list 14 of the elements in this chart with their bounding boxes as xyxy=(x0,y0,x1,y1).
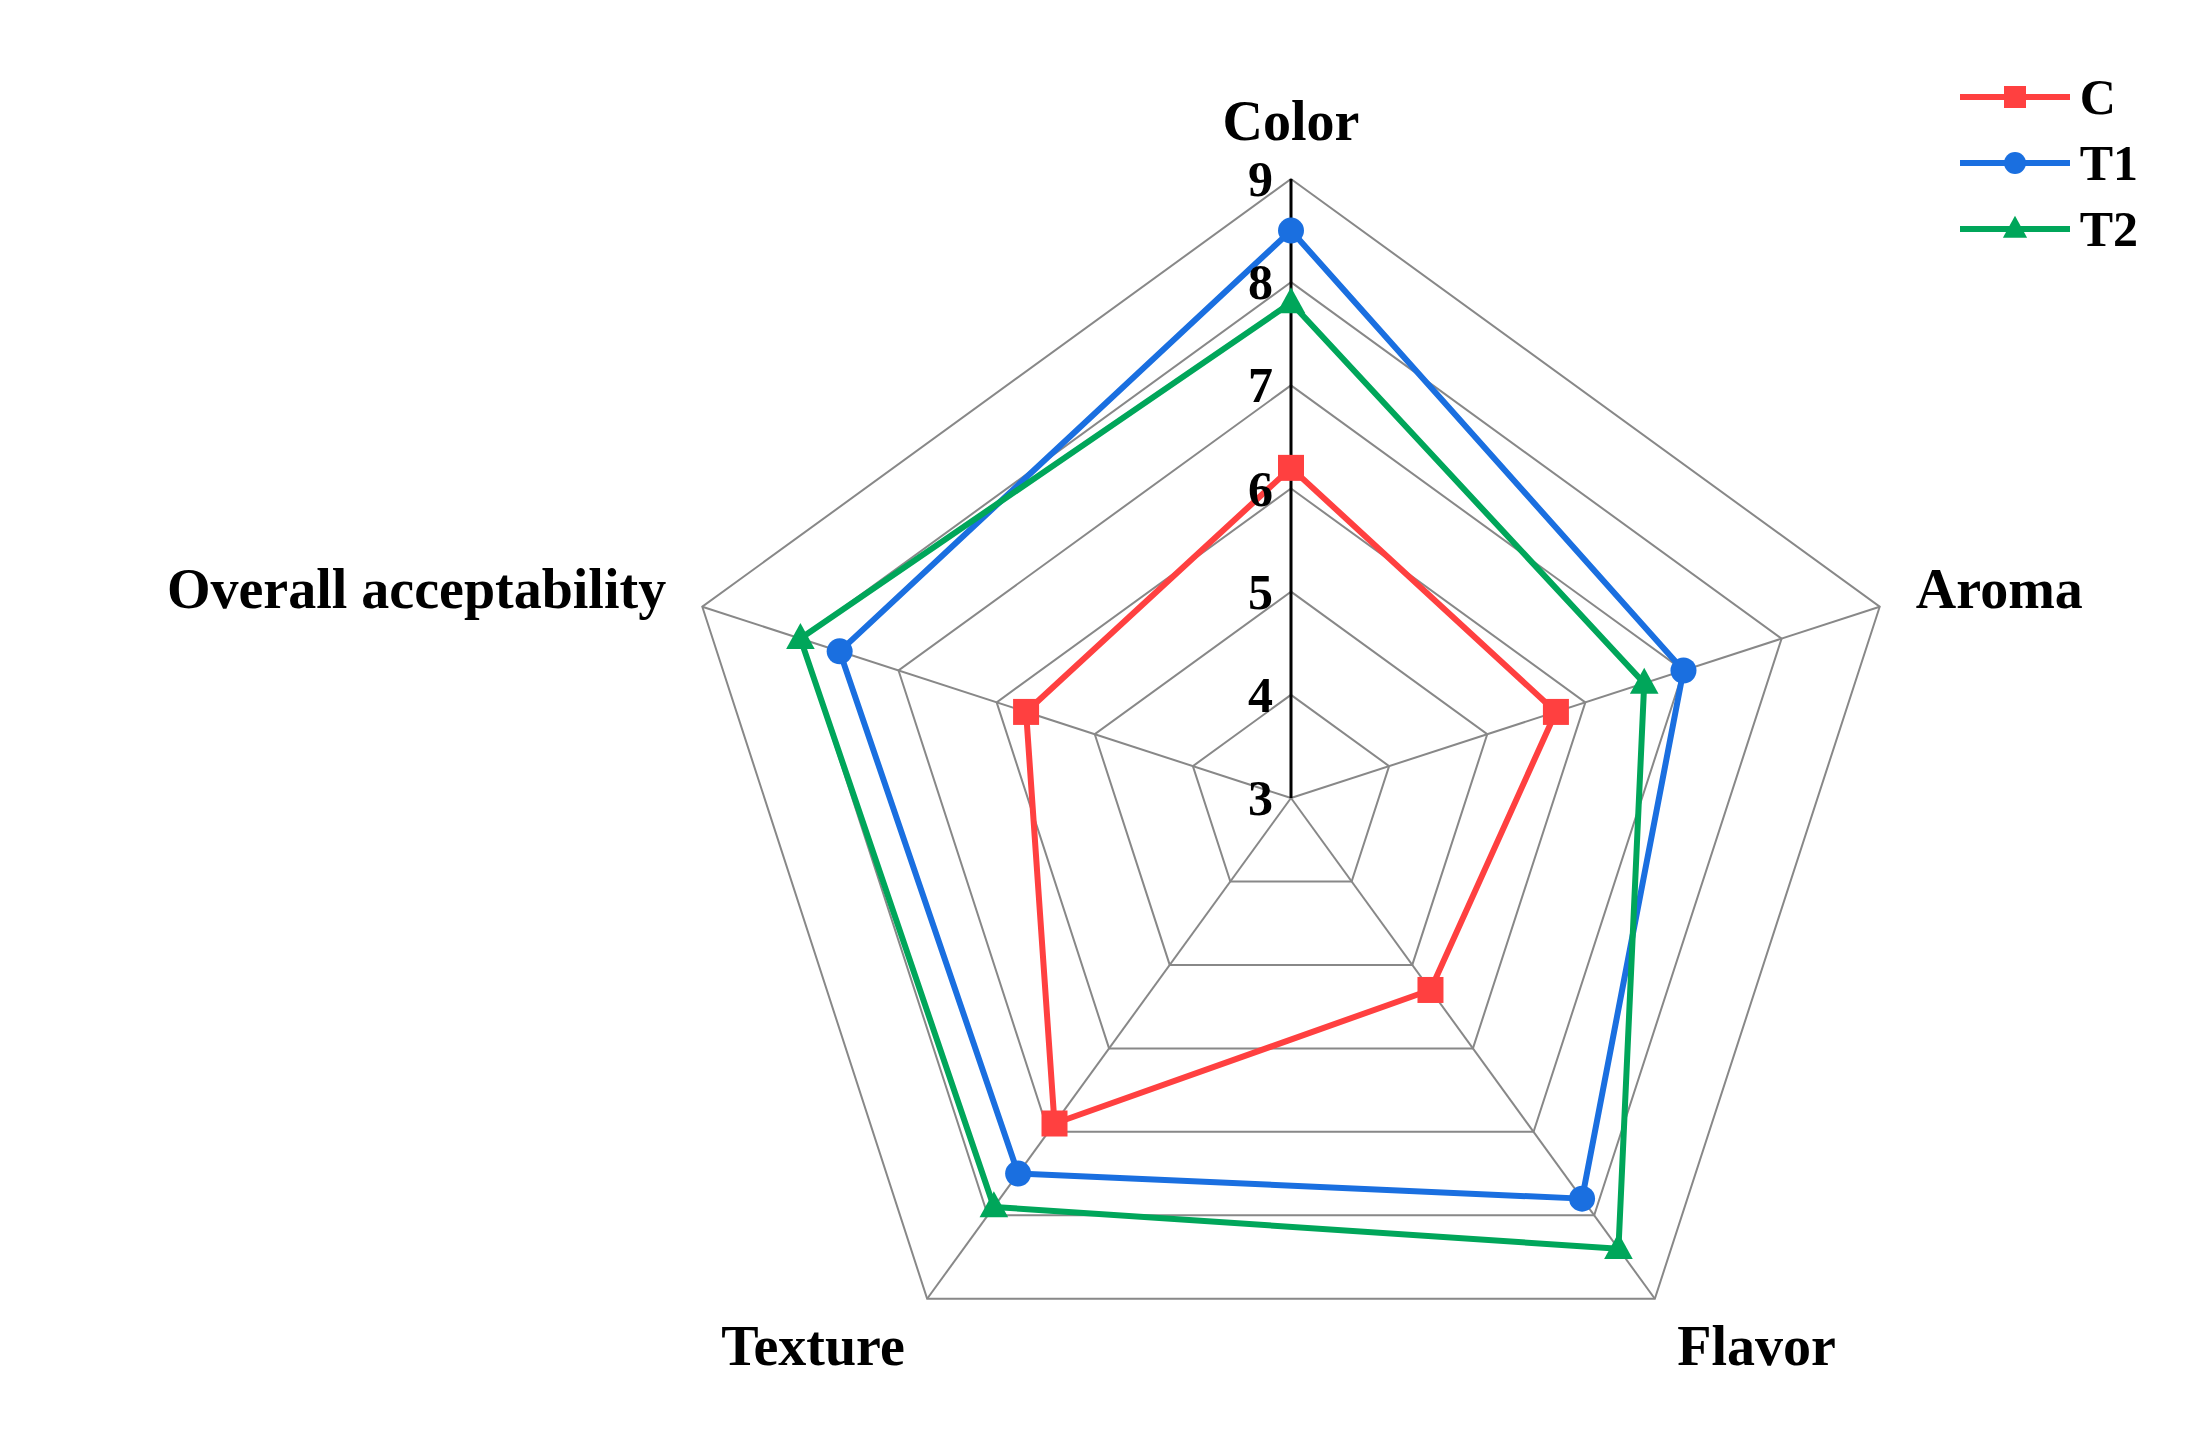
spoke-label: Color xyxy=(1222,90,1360,152)
y-tick-label: 9 xyxy=(1248,151,1273,207)
y-tick-label: 8 xyxy=(1248,254,1273,311)
y-tick-label: 7 xyxy=(1248,357,1273,414)
y-tick-label: 5 xyxy=(1248,563,1273,620)
y-tick-label: 4 xyxy=(1248,666,1273,723)
legend-label: T1 xyxy=(2079,134,2138,192)
legend-label: C xyxy=(2079,68,2116,126)
spoke-label: Flavor xyxy=(1677,1314,1836,1377)
y-tick-label: 3 xyxy=(1248,770,1273,826)
spoke-label: Texture xyxy=(721,1314,905,1377)
legend-label: T2 xyxy=(2079,200,2138,258)
spoke-label: Aroma xyxy=(1915,557,2083,620)
spoke-label: Overall acceptability xyxy=(166,557,667,620)
